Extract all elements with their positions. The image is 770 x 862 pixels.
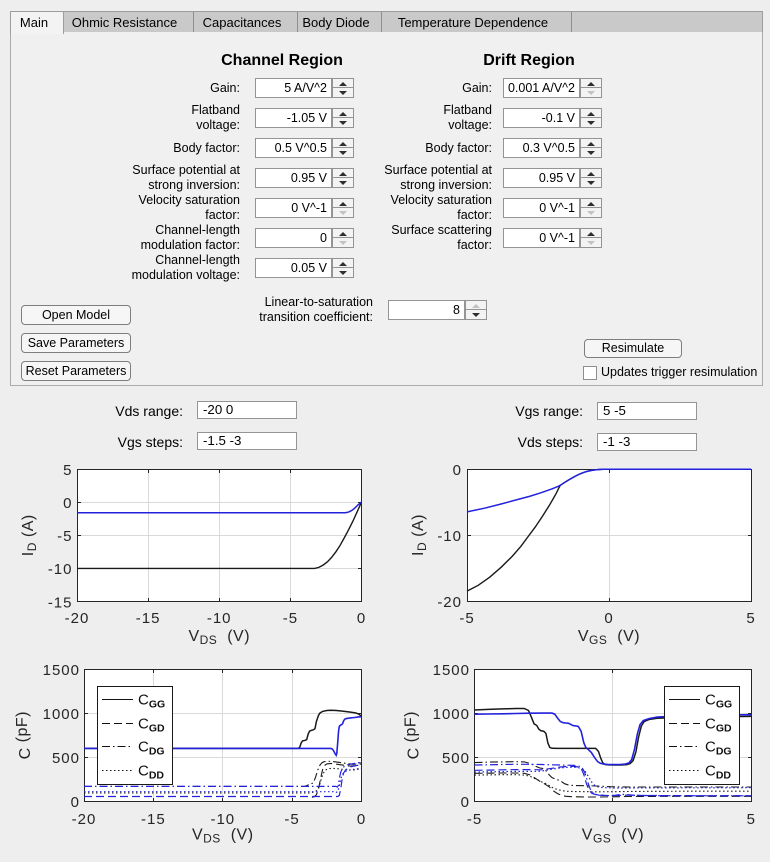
svg-text:-10: -10 xyxy=(48,561,73,578)
svg-text:500: 500 xyxy=(442,750,470,767)
svg-text:-20: -20 xyxy=(72,811,97,828)
svg-text:-10: -10 xyxy=(210,811,235,828)
svg-text:1000: 1000 xyxy=(43,706,80,723)
svg-text:VDS (V): VDS (V) xyxy=(192,827,254,846)
svg-text:-5: -5 xyxy=(467,811,482,828)
svg-text:-20: -20 xyxy=(437,594,462,611)
svg-text:-5: -5 xyxy=(459,610,474,627)
svg-text:500: 500 xyxy=(52,750,80,767)
svg-text:0: 0 xyxy=(71,794,80,811)
svg-text:ID (A): ID (A) xyxy=(410,514,429,556)
svg-text:-10: -10 xyxy=(207,610,232,627)
svg-text:5: 5 xyxy=(746,610,755,627)
svg-text:1500: 1500 xyxy=(433,662,470,679)
svg-text:0: 0 xyxy=(604,610,613,627)
svg-text:VDS (V): VDS (V) xyxy=(188,628,250,647)
svg-text:-15: -15 xyxy=(141,811,166,828)
svg-text:C (pF): C (pF) xyxy=(14,711,34,759)
svg-text:1000: 1000 xyxy=(433,706,470,723)
svg-text:-5: -5 xyxy=(284,811,299,828)
svg-text:0: 0 xyxy=(453,462,462,479)
svg-text:-5: -5 xyxy=(283,610,298,627)
svg-text:ID (A): ID (A) xyxy=(20,514,39,556)
svg-text:1500: 1500 xyxy=(43,662,80,679)
svg-text:-10: -10 xyxy=(437,528,462,545)
svg-text:0: 0 xyxy=(63,495,72,512)
svg-text:0: 0 xyxy=(608,811,617,828)
svg-text:VGS (V): VGS (V) xyxy=(578,628,640,647)
svg-text:VGS (V): VGS (V) xyxy=(582,827,644,846)
svg-text:0: 0 xyxy=(357,610,366,627)
svg-text:-15: -15 xyxy=(48,594,73,611)
svg-text:-5: -5 xyxy=(57,528,72,545)
svg-text:0: 0 xyxy=(461,794,470,811)
svg-text:C (pF): C (pF) xyxy=(403,711,423,759)
svg-text:5: 5 xyxy=(63,462,72,479)
svg-text:0: 0 xyxy=(357,811,366,828)
svg-text:-15: -15 xyxy=(136,610,161,627)
svg-text:5: 5 xyxy=(747,811,756,828)
svg-text:-20: -20 xyxy=(65,610,90,627)
